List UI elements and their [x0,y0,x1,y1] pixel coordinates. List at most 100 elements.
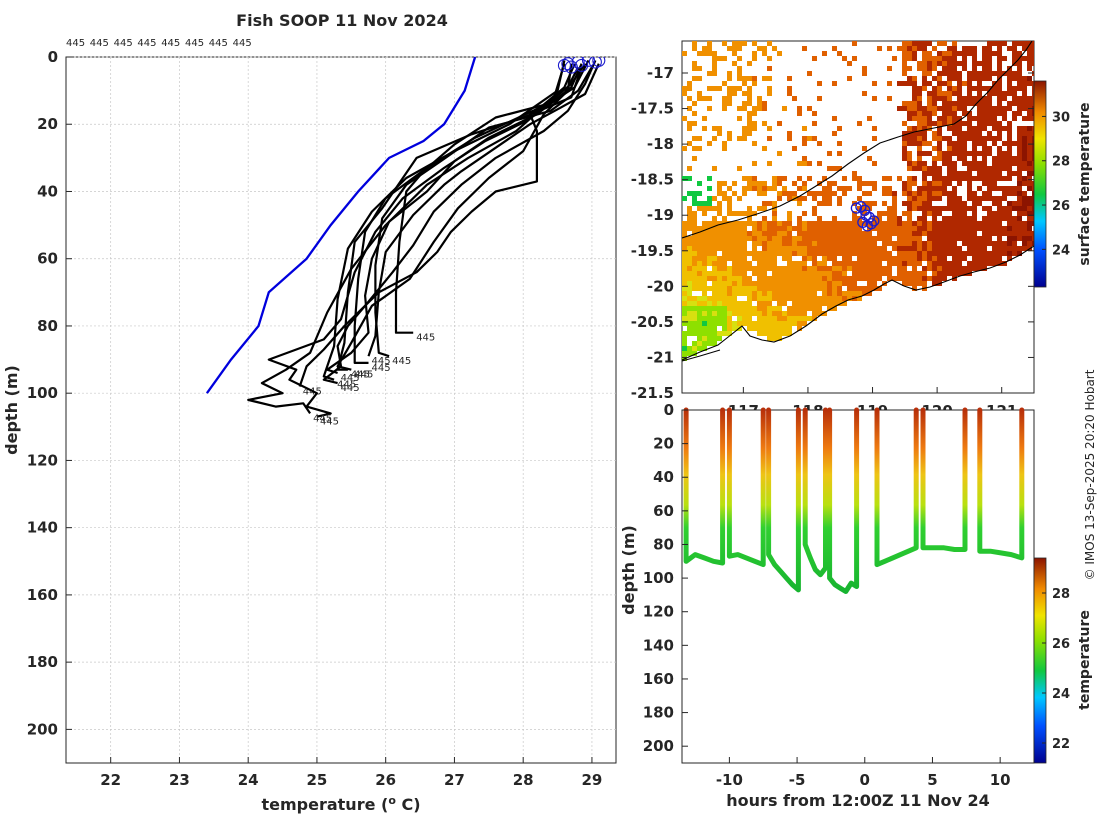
sst-cell [987,121,992,126]
sst-cell [1027,66,1032,71]
sst-cell [967,136,972,141]
sst-cell [777,316,782,321]
sst-cell [982,71,987,76]
sst-cell [697,96,702,101]
sst-cell [807,231,812,236]
sst-cell [737,261,742,266]
sst-cell [747,216,752,221]
sst-cell [762,291,767,296]
sst-cell [842,186,847,191]
sst-cell [1027,96,1032,101]
sst-cell [882,271,887,276]
sst-cell [982,221,987,226]
sst-cell [752,251,757,256]
sst-cell [967,91,972,96]
sst-cell [802,281,807,286]
sst-cell [692,276,697,281]
sst-cell [782,301,787,306]
dt-y-tick-label: 80 [653,535,674,553]
sst-cell [827,256,832,261]
sst-cell [932,56,937,61]
sst-cell [1007,176,1012,181]
sst-cell [707,221,712,226]
sst-cell [922,281,927,286]
sst-cell [937,86,942,91]
sst-cell [1012,191,1017,196]
sst-cell [967,266,972,271]
sst-cell [842,291,847,296]
sst-cell [732,221,737,226]
sst-colorbar-label: surface temperature [1077,102,1093,265]
sst-cell [722,241,727,246]
sst-cell [1022,106,1027,111]
sst-cell [1032,146,1034,151]
sst-cell [687,266,692,271]
sst-cell [1027,141,1032,146]
sst-cell [787,86,792,91]
sst-cell [687,106,692,111]
sst-cell [812,266,817,271]
sst-cell [942,41,947,46]
sst-cell [707,96,712,101]
sst-cell [847,231,852,236]
sst-cell [942,51,947,56]
sst-cell [727,221,732,226]
sst-cell [722,286,727,291]
sst-cell [717,231,722,236]
sst-cell [892,226,897,231]
sst-cell [752,281,757,286]
sst-cell [857,271,862,276]
sst-cell [792,146,797,151]
sst-cell [967,191,972,196]
sst-cell [887,216,892,221]
sst-cell [952,66,957,71]
sst-cell [957,121,962,126]
sst-cell [722,321,727,326]
sst-cell [722,81,727,86]
sst-cell [1032,41,1034,46]
sst-cell [922,166,927,171]
sst-cell [912,286,917,291]
sst-cell [972,206,977,211]
sst-cell [762,216,767,221]
sst-cell [972,161,977,166]
sst-cell [902,191,907,196]
sst-cell [982,181,987,186]
sst-cell [702,51,707,56]
sst-cell [807,226,812,231]
sst-cell [702,251,707,256]
sst-cell [812,226,817,231]
sst-cell [847,76,852,81]
sst-cell [682,236,687,241]
sst-cell [702,281,707,286]
sst-cell [762,256,767,261]
sst-cell [952,211,957,216]
sst-cell [972,191,977,196]
sst-cell [957,256,962,261]
sst-cell [712,291,717,296]
sst-cell [777,176,782,181]
sst-cell [767,336,772,341]
sst-cell [787,331,792,336]
sst-cell [937,261,942,266]
temperature-colorbar-label: temperature [1077,610,1093,710]
sst-cell [857,176,862,181]
sst-cell [692,241,697,246]
sst-cell [867,286,872,291]
sst-cell [952,41,957,46]
sst-cell [947,101,952,106]
sst-cell [792,251,797,256]
sst-cell [837,221,842,226]
sst-cell [692,221,697,226]
sst-cell [942,61,947,66]
sst-cell [752,186,757,191]
sst-cell [727,291,732,296]
sst-cell [1022,86,1027,91]
sst-cell [942,91,947,96]
sst-cell [987,191,992,196]
dive-trace [802,407,828,578]
sst-cb-tick-label: 28 [1052,155,1070,170]
sst-cell [932,251,937,256]
sst-cell [887,266,892,271]
